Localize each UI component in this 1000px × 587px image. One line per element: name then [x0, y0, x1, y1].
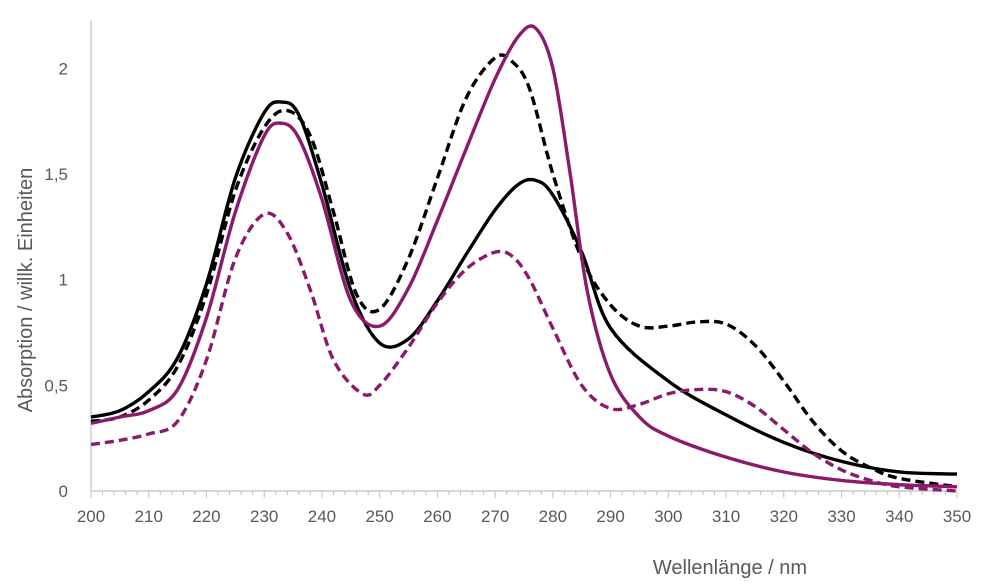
series-line-1 — [90, 100, 958, 476]
x-tick-label: 330 — [827, 507, 855, 526]
y-tick-label: 0,5 — [44, 376, 68, 395]
x-tick-label: 300 — [654, 507, 682, 526]
series-line-3 — [90, 24, 958, 489]
tick-labels: 200 210 220 230 240 250 260 270 280 290 300 310 320 3… — [44, 59, 971, 526]
x-tick-label: 250 — [365, 507, 393, 526]
y-tick-label: 2 — [59, 59, 68, 78]
series-line-2 — [90, 53, 958, 489]
axes — [90, 20, 958, 498]
x-tick-label: 280 — [539, 507, 567, 526]
x-tick-label: 270 — [481, 507, 509, 526]
y-axis-title: Absorption / willk. Einheiten — [15, 168, 37, 413]
x-tick-label: 210 — [135, 507, 163, 526]
x-tick-label: 200 — [77, 507, 105, 526]
x-axis-title: Wellenlänge / nm — [653, 557, 807, 579]
x-tick-label: 240 — [308, 507, 336, 526]
x-tick-label: 310 — [712, 507, 740, 526]
x-tick-label: 260 — [423, 507, 451, 526]
x-tick-label: 220 — [192, 507, 220, 526]
x-tick-label: 320 — [770, 507, 798, 526]
x-tick-label: 350 — [943, 507, 971, 526]
series-line-4 — [90, 211, 958, 493]
y-tick-label: 1,5 — [44, 165, 68, 184]
y-tick-label: 1 — [59, 271, 68, 290]
x-tick-label: 340 — [885, 507, 913, 526]
x-tick-label: 230 — [250, 507, 278, 526]
y-tick-label: 0 — [59, 482, 68, 501]
series-layer — [90, 24, 958, 493]
x-tick-label: 290 — [596, 507, 624, 526]
